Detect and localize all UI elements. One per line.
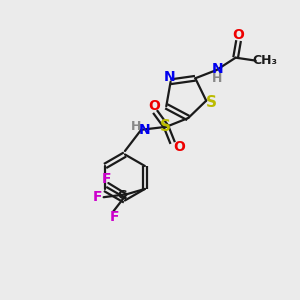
Text: N: N [139,123,151,137]
Text: S: S [206,95,217,110]
Text: O: O [148,99,160,112]
Text: S: S [160,119,171,134]
Text: N: N [211,61,223,76]
Text: F: F [93,190,103,204]
Text: F: F [102,172,112,186]
Text: H: H [131,120,141,133]
Text: H: H [212,72,222,85]
Text: N: N [163,70,175,84]
Text: O: O [173,140,185,154]
Text: CH₃: CH₃ [252,54,277,67]
Text: O: O [232,28,244,42]
Text: C: C [118,189,127,202]
Text: F: F [110,210,120,224]
